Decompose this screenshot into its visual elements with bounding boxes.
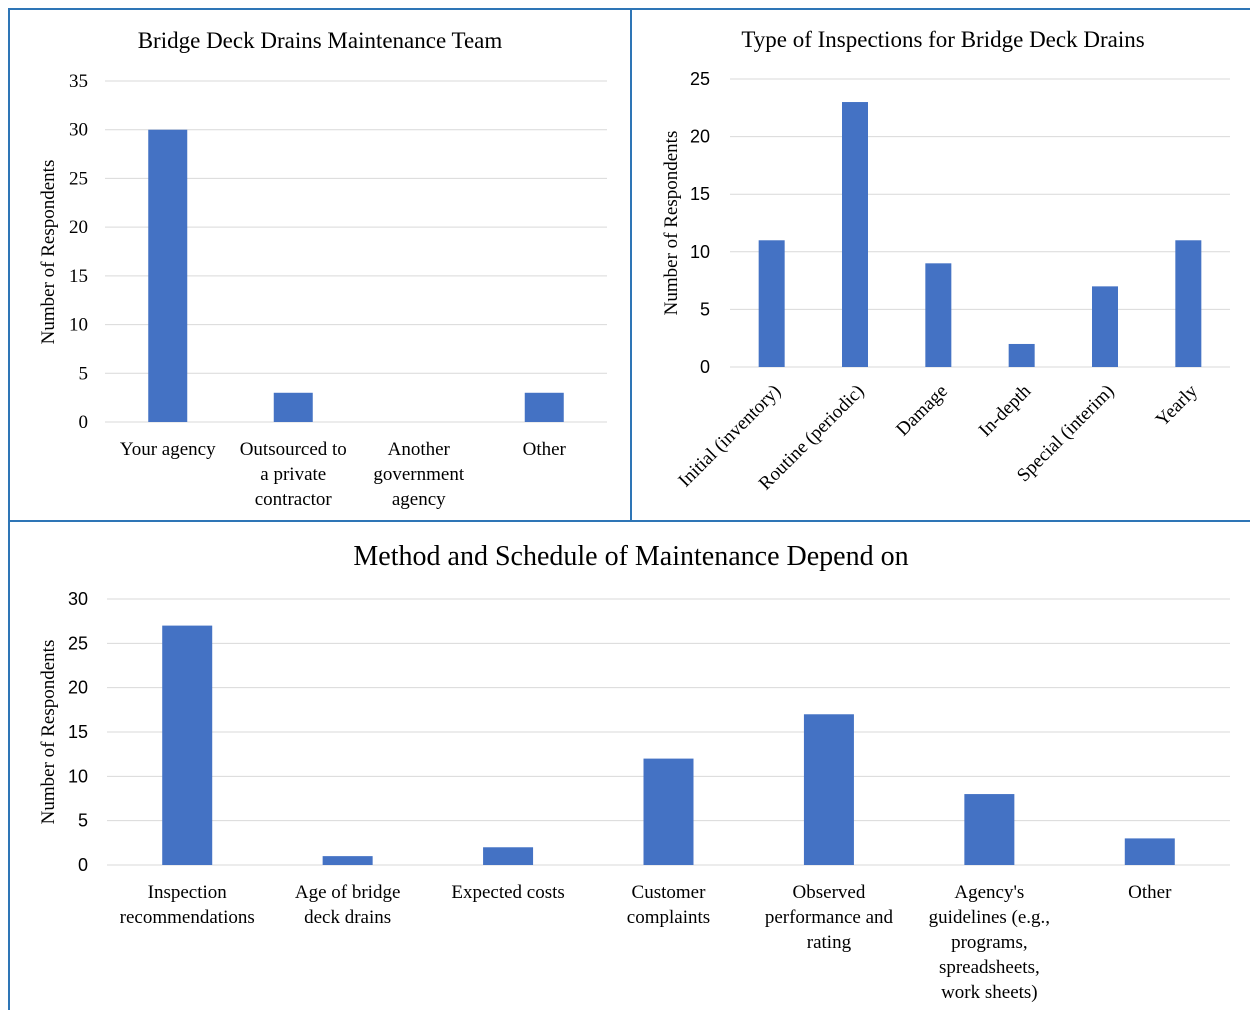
x-tick-label: Inspection recommendations	[120, 882, 255, 928]
bar	[322, 856, 373, 865]
y-tick-label: 15	[68, 722, 88, 742]
bar	[925, 263, 952, 367]
bar	[273, 392, 313, 422]
inspection-types-chart: Type of Inspections for Bridge Deck Drai…	[661, 27, 1230, 494]
y-axis-label: Number of Respondents	[38, 640, 59, 825]
y-tick-label: 5	[79, 363, 89, 384]
y-tick-label: 20	[68, 678, 88, 698]
x-tick-label: Damage	[892, 381, 952, 441]
y-tick-label: 5	[700, 299, 710, 319]
bar	[483, 847, 534, 865]
x-tick-label: Yearly	[1152, 380, 1202, 430]
x-tick-label: Another government agency	[373, 439, 464, 510]
bar	[1008, 343, 1035, 367]
x-tick-label: Other	[523, 439, 567, 460]
y-tick-label: 10	[69, 315, 88, 336]
method-schedule-chart: Method and Schedule of Maintenance Depen…	[38, 541, 1230, 1003]
bar	[162, 625, 213, 865]
x-tick-label: Agency's guidelines (e.g., programs, spread…	[929, 882, 1050, 1003]
bar	[758, 240, 785, 367]
x-tick-label: Expected costs	[451, 882, 564, 903]
y-tick-label: 5	[78, 811, 88, 831]
bar	[1175, 240, 1202, 367]
y-tick-label: 30	[68, 589, 88, 609]
y-tick-label: 20	[690, 127, 710, 147]
bar	[842, 102, 868, 367]
bar	[1092, 286, 1118, 367]
chart-title: Type of Inspections for Bridge Deck Drai…	[741, 27, 1144, 52]
bar	[524, 392, 564, 422]
x-tick-label: In-depth	[975, 380, 1036, 441]
bar	[803, 714, 854, 865]
y-axis-label: Number of Respondents	[661, 131, 682, 316]
y-tick-label: 15	[69, 266, 88, 287]
chart-title: Method and Schedule of Maintenance Depen…	[353, 541, 908, 572]
chart-title: Bridge Deck Drains Maintenance Team	[138, 28, 503, 53]
x-tick-label: Observed performance and rating	[765, 882, 894, 953]
x-tick-label: Customer complaints	[627, 882, 710, 928]
y-tick-label: 0	[700, 357, 710, 377]
x-tick-label: Other	[1128, 882, 1172, 903]
y-tick-label: 35	[69, 71, 88, 92]
y-tick-label: 10	[690, 242, 710, 262]
y-tick-label: 25	[69, 168, 88, 189]
bar	[1124, 838, 1175, 865]
y-tick-label: 30	[69, 120, 88, 141]
y-tick-label: 0	[78, 855, 88, 875]
maintenance-team-chart: Bridge Deck Drains Maintenance Team Numb…	[38, 28, 607, 510]
y-tick-label: 20	[69, 217, 88, 238]
bar	[964, 794, 1015, 865]
y-tick-label: 0	[79, 412, 89, 433]
bar	[148, 129, 188, 422]
y-tick-label: 25	[690, 69, 710, 89]
bar	[643, 758, 694, 865]
y-axis-label: Number of Respondents	[38, 160, 59, 345]
x-tick-label: Outsourced to a private contractor	[240, 439, 347, 510]
x-tick-label: Your agency	[120, 439, 216, 460]
x-tick-label: Age of bridge deck drains	[295, 882, 401, 928]
y-tick-label: 25	[68, 633, 88, 653]
y-tick-label: 10	[68, 766, 88, 786]
y-tick-label: 15	[690, 184, 710, 204]
